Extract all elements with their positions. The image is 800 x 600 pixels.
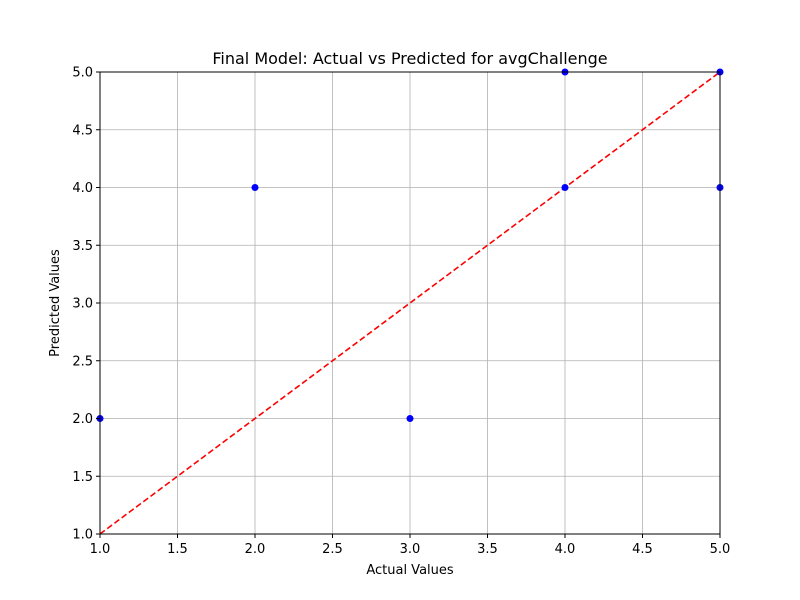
x-tick-label: 3.0 xyxy=(400,542,421,557)
x-tick-label: 5.0 xyxy=(710,542,731,557)
y-tick-label: 3.0 xyxy=(72,297,93,312)
x-tick-label: 1.5 xyxy=(167,542,188,557)
y-tick-label: 5.0 xyxy=(72,66,93,81)
reference-line-layer xyxy=(99,71,721,535)
y-tick-label: 1.0 xyxy=(72,528,93,543)
y-tick-label: 2.0 xyxy=(72,412,93,427)
data-point xyxy=(251,184,259,191)
x-tick-label: 2.0 xyxy=(245,542,266,557)
x-tick-label: 2.5 xyxy=(322,542,343,557)
y-tick-label: 1.5 xyxy=(72,470,93,485)
y-axis-title: Predicted Values xyxy=(48,249,63,357)
chart-title: Final Model: Actual vs Predicted for avg… xyxy=(212,49,607,68)
y-axis-ticks: 1.0 1.5 2.0 2.5 3.0 3.5 4.0 4.5 5.0 xyxy=(72,66,100,543)
y-tick-label: 2.5 xyxy=(72,354,93,369)
x-tick-label: 1.0 xyxy=(90,542,111,557)
y-tick-label: 4.5 xyxy=(72,123,93,138)
reference-line xyxy=(99,71,721,535)
x-tick-label: 4.5 xyxy=(632,542,653,557)
y-tick-label: 3.5 xyxy=(72,239,93,254)
x-tick-label: 3.5 xyxy=(477,542,498,557)
x-axis-ticks: 1.0 1.5 2.0 2.5 3.0 3.5 4.0 4.5 5.0 xyxy=(90,534,731,557)
x-tick-label: 4.0 xyxy=(555,542,576,557)
y-tick-label: 4.0 xyxy=(72,181,93,196)
data-point xyxy=(406,415,414,422)
x-axis-title: Actual Values xyxy=(366,563,454,578)
data-point xyxy=(561,184,569,191)
